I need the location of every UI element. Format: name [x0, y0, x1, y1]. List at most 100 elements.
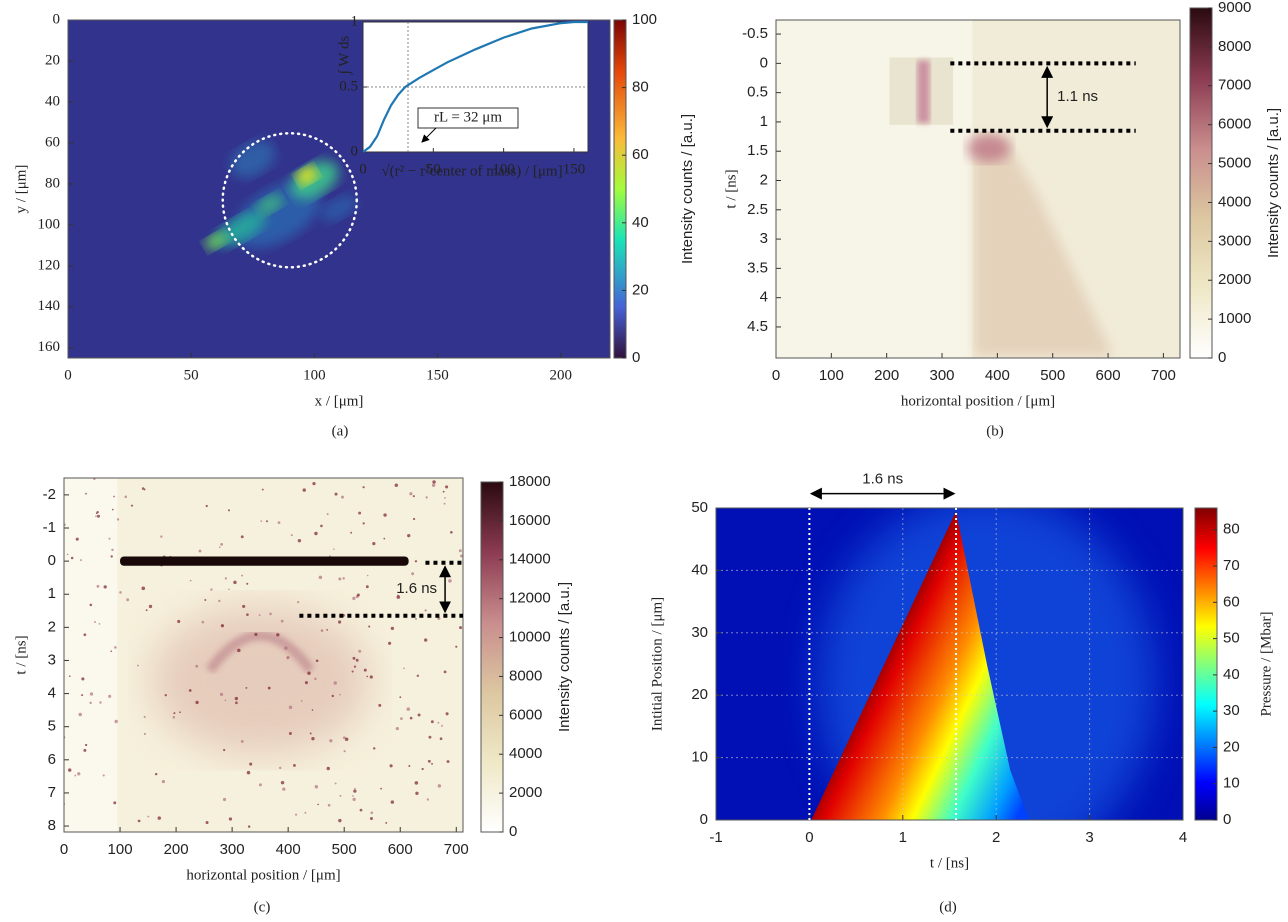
colorbar-tick-label: 14000 — [509, 551, 551, 568]
image-speckle — [353, 665, 357, 668]
image-speckle — [385, 821, 388, 824]
image-speckle — [372, 542, 376, 546]
x-tick-label: 400 — [985, 367, 1010, 384]
image-speckle — [75, 537, 79, 541]
image-speckle — [116, 518, 120, 521]
image-plume-top — [967, 134, 1012, 163]
image-speckle — [442, 490, 445, 493]
x-tick-label: 2 — [992, 829, 1000, 846]
image-speckle — [352, 795, 354, 797]
image-speckle — [219, 692, 224, 696]
image-speckle — [284, 646, 288, 650]
image-speckle — [293, 763, 296, 767]
inset-y-tick-label: 0 — [351, 143, 359, 159]
image-speckle — [365, 585, 369, 589]
image-speckle — [240, 739, 244, 743]
colorbar-label: Pressure / [Mbar] — [1258, 612, 1274, 717]
inset-annotation: rL = 32 μm — [434, 109, 502, 125]
colorbar-label: Intensity counts / [a.u.] — [1265, 108, 1282, 258]
x-tick-label: 100 — [819, 367, 844, 384]
x-tick-label: 0 — [805, 829, 813, 846]
image-speckle — [390, 800, 395, 804]
image-speckle — [242, 604, 246, 608]
image-speckle — [246, 582, 249, 585]
image-speckle — [233, 580, 237, 585]
image-speckle — [302, 488, 306, 492]
image-speckle — [304, 811, 307, 814]
colorbar-tick-label: 70 — [1223, 557, 1240, 574]
colorbar-tick-label: 9000 — [1218, 0, 1251, 16]
image-speckle — [425, 496, 428, 499]
image-speckle — [113, 801, 117, 805]
image-speckle — [427, 759, 431, 763]
image-speckle — [114, 719, 118, 724]
image-speckle — [79, 559, 82, 562]
x-tick-label: 600 — [388, 841, 413, 858]
image-speckle — [362, 486, 365, 489]
image-speckle — [143, 715, 146, 718]
image-plume-top — [205, 630, 315, 674]
image-speckle — [218, 546, 221, 549]
annotation-box — [417, 107, 519, 129]
image-speckle — [68, 768, 72, 772]
plot-frame — [67, 19, 611, 359]
image-wedge — [811, 511, 1029, 820]
colorbar-tick-label: 4000 — [1218, 193, 1251, 210]
image-speckle — [261, 488, 264, 491]
inset-x-tick-label: 100 — [492, 161, 515, 177]
image-blob — [320, 195, 358, 222]
image-speckle — [119, 591, 122, 594]
colorbar-tick-label: 4000 — [509, 745, 542, 762]
image-speckle — [333, 681, 337, 685]
image-speckle — [84, 743, 88, 747]
image-speckle — [411, 572, 415, 576]
image-speckle — [237, 648, 241, 653]
y-tick-label: 20 — [45, 52, 60, 68]
image-speckle — [111, 548, 114, 552]
y-tick-label: 1 — [48, 585, 56, 602]
image-speckle — [334, 492, 338, 496]
annotation: 1.6 ns — [862, 471, 903, 488]
image-speckle — [234, 696, 239, 701]
inset-x-tick-label: 0 — [359, 161, 367, 177]
inset-x-tick-label: 150 — [563, 161, 586, 177]
image-speckle — [83, 748, 87, 752]
annotation-arrow — [421, 127, 437, 143]
image-speckle — [286, 655, 290, 659]
image-speckle — [446, 760, 450, 764]
image-blob — [230, 140, 276, 178]
y-tick-label: 4 — [48, 685, 56, 702]
image-speckle — [329, 739, 333, 743]
caption: (a) — [332, 423, 349, 439]
y-tick-label: 2.5 — [747, 201, 768, 218]
colorbar-tick-label: 10000 — [509, 629, 551, 646]
x-tick-label: 200 — [549, 367, 572, 383]
image-speckle — [137, 664, 139, 667]
y-axis-label: Intitial Position / [μm] — [649, 597, 665, 731]
image-speckle — [331, 694, 335, 698]
image-speckle — [205, 820, 209, 825]
image-speckle — [145, 609, 148, 612]
x-tick-label: 500 — [1040, 367, 1065, 384]
image-speckle — [426, 798, 430, 801]
image-speckle — [254, 632, 258, 636]
image-speckle — [414, 617, 418, 621]
x-tick-label: 100 — [108, 841, 133, 858]
x-tick-label: -1 — [709, 829, 722, 846]
image-plume — [974, 133, 1114, 357]
x-tick-label: 600 — [1096, 367, 1121, 384]
inset-x-tick-label: 50 — [426, 161, 441, 177]
heatmap-image — [716, 508, 1183, 820]
image-speckle — [124, 495, 128, 499]
image-speckle — [85, 492, 87, 495]
image-blob — [296, 166, 318, 185]
image-speckle — [458, 549, 462, 553]
image-speckle — [81, 677, 85, 681]
image-speckle — [370, 811, 374, 815]
colorbar-tick-label: 30 — [1223, 702, 1240, 719]
x-tick-label: 150 — [426, 367, 449, 383]
image-speckle — [356, 593, 360, 597]
image-speckle — [258, 783, 262, 787]
y-tick-label: 0 — [700, 811, 708, 828]
image-speckle — [414, 560, 418, 563]
